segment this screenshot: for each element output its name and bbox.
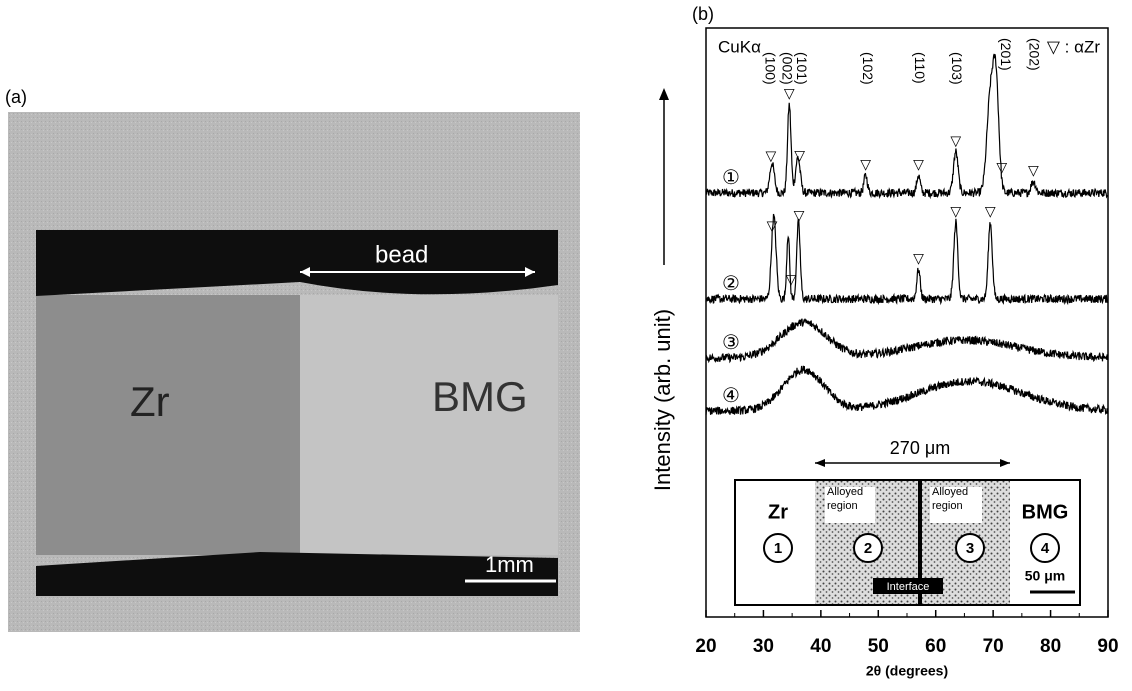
peak-label: (103) bbox=[949, 52, 965, 85]
radiation-label: CuKα bbox=[718, 37, 761, 56]
x-tick-label: 70 bbox=[983, 636, 1004, 657]
x-tick-label: 90 bbox=[1097, 636, 1118, 657]
interface-bg bbox=[873, 578, 943, 594]
position-circle bbox=[955, 533, 985, 563]
alpha-zr-marker: ▽ bbox=[1028, 162, 1039, 178]
label-bg bbox=[825, 487, 875, 523]
alpha-zr-marker: ▽ bbox=[913, 250, 924, 266]
peak-label: (100) bbox=[762, 52, 778, 85]
width-label: 270 μm bbox=[890, 438, 950, 458]
xrd-pattern bbox=[705, 213, 1109, 306]
interface-text: Interface bbox=[887, 581, 930, 593]
zr-text: Zr bbox=[768, 501, 788, 523]
alloyed-text: Alloyed region bbox=[932, 486, 968, 512]
alpha-zr-marker: ▽ bbox=[985, 203, 996, 219]
alloyed-line2: region bbox=[827, 500, 858, 512]
legend: ▽ : αZr bbox=[1047, 37, 1100, 56]
alpha-zr-marker: ▽ bbox=[794, 147, 805, 163]
xrd-pattern bbox=[705, 53, 1108, 200]
peak-label: (110) bbox=[912, 52, 928, 84]
alloyed-text: Alloyed region bbox=[827, 486, 863, 512]
alpha-zr-marker: ▽ bbox=[996, 159, 1007, 175]
pattern-label: ③ bbox=[722, 332, 740, 354]
top-band bbox=[36, 230, 558, 296]
zr-label: Zr bbox=[130, 378, 170, 425]
alpha-zr-marker: ▽ bbox=[913, 156, 924, 172]
position-number: 4 bbox=[1041, 540, 1050, 557]
xrd-pattern bbox=[705, 365, 1109, 416]
alloyed-left: Alloyed bbox=[827, 486, 863, 498]
y-arrowhead bbox=[659, 88, 669, 100]
x-tick-label: 30 bbox=[753, 636, 774, 657]
alpha-zr-marker: ▽ bbox=[950, 132, 961, 148]
xrd-panel: (b) CuKα ▽ : αZr Intensity (arb. unit) 2… bbox=[650, 4, 1109, 679]
pattern-label: ① bbox=[722, 167, 740, 189]
peak-label: (202) bbox=[1027, 38, 1043, 71]
alpha-zr-marker: ▽ bbox=[860, 156, 871, 172]
zr-region bbox=[36, 295, 304, 555]
peak-label: (002) bbox=[780, 52, 796, 85]
alpha-zr-marker: ▽ bbox=[784, 85, 795, 101]
position-circle bbox=[853, 533, 883, 563]
x-tick-label: 60 bbox=[925, 636, 946, 657]
x-tick-label: 80 bbox=[1040, 636, 1061, 657]
alloyed-line2: region bbox=[932, 500, 963, 512]
scale-text: 50 μm bbox=[1025, 568, 1065, 584]
bmg-region bbox=[300, 295, 558, 555]
peak-label: (101) bbox=[794, 52, 810, 85]
peak-label: (201) bbox=[998, 38, 1014, 71]
panel-label: (a) bbox=[5, 87, 27, 107]
position-circle bbox=[763, 533, 793, 563]
position-circle bbox=[1030, 533, 1060, 563]
alpha-zr-marker: ▽ bbox=[786, 271, 797, 287]
x-tick-label: 40 bbox=[810, 636, 831, 657]
alpha-zr-marker: ▽ bbox=[794, 207, 805, 223]
y-axis-label: Intensity (arb. unit) bbox=[650, 309, 675, 491]
alloyed-right: Alloyed bbox=[932, 486, 968, 498]
bmg-label: BMG bbox=[432, 373, 528, 420]
pattern-label: ② bbox=[722, 273, 740, 295]
inset-frame bbox=[734, 479, 1081, 606]
alpha-zr-marker: ▽ bbox=[950, 203, 961, 219]
alpha-zr-marker: ▽ bbox=[767, 217, 778, 233]
alpha-zr-marker: ▽ bbox=[766, 148, 777, 164]
pattern-label: ④ bbox=[722, 385, 740, 407]
scale-label: 1mm bbox=[485, 552, 534, 577]
x-tick-label: 20 bbox=[695, 636, 716, 657]
peak-label: (102) bbox=[860, 52, 876, 85]
panel-label: (b) bbox=[692, 4, 714, 24]
xrd-pattern bbox=[705, 318, 1109, 364]
label-bg bbox=[930, 487, 982, 523]
bmg-text: BMG bbox=[1022, 501, 1069, 523]
position-number: 2 bbox=[864, 540, 872, 557]
position-number: 3 bbox=[966, 540, 974, 557]
x-tick-label: 50 bbox=[868, 636, 889, 657]
bottom-band bbox=[36, 552, 558, 596]
bead-label: bead bbox=[375, 241, 428, 268]
position-number: 1 bbox=[774, 540, 782, 557]
x-axis-label: 2θ (degrees) bbox=[866, 663, 948, 679]
